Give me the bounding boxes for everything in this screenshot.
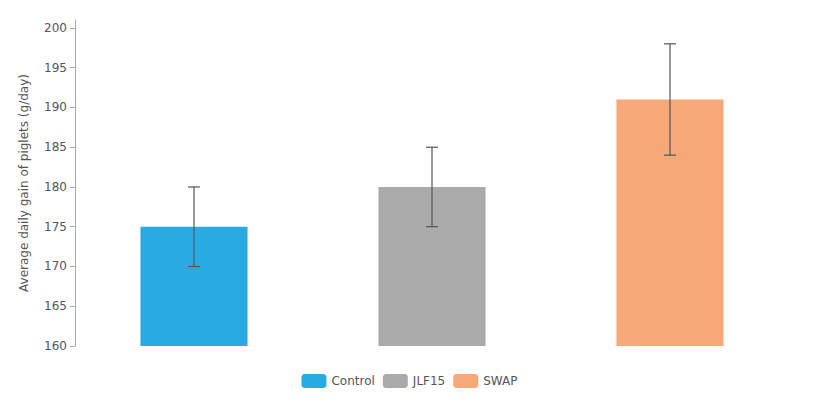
svg-text:170: 170 <box>44 259 67 273</box>
svg-text:185: 185 <box>44 140 67 154</box>
svg-text:160: 160 <box>44 339 67 353</box>
svg-text:175: 175 <box>44 220 67 234</box>
svg-text:165: 165 <box>44 299 67 313</box>
svg-text:SWAP: SWAP <box>483 374 517 388</box>
svg-text:180: 180 <box>44 180 67 194</box>
svg-text:Control: Control <box>331 374 374 388</box>
svg-text:200: 200 <box>44 21 67 35</box>
svg-text:Average daily gain of piglets: Average daily gain of piglets (g/day) <box>17 74 31 292</box>
svg-text:190: 190 <box>44 100 67 114</box>
svg-text:195: 195 <box>44 61 67 75</box>
svg-text:JLF15: JLF15 <box>412 374 445 388</box>
